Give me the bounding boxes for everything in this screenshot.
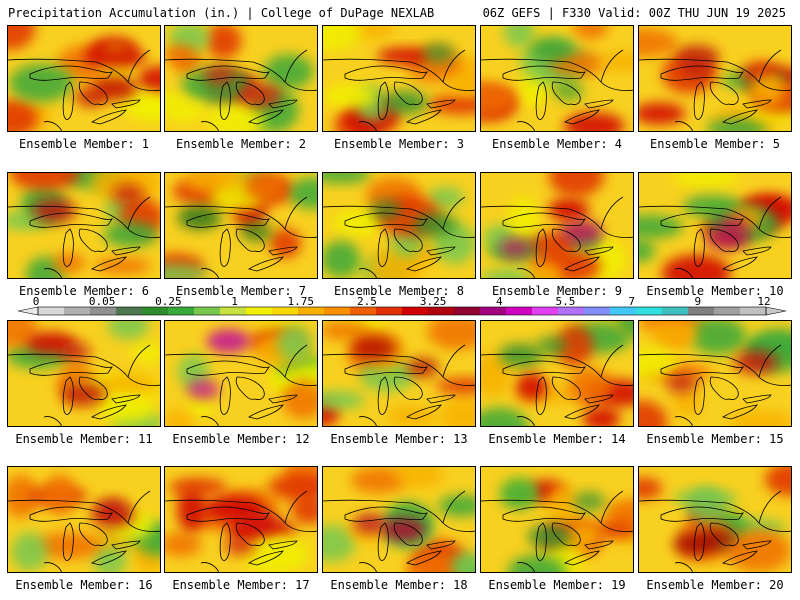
ensemble-member-label: Ensemble Member: 2 [175,137,307,151]
colorbar-swatch [454,307,481,315]
colorbar-tick-label: 4 [496,296,503,308]
colorbar-swatch [376,307,403,315]
colorbar-swatch [90,307,117,315]
colorbar-tick-label: 7 [628,296,635,308]
ensemble-member-label: Ensemble Member: 12 [172,432,310,446]
ensemble-member-map [480,320,634,427]
ensemble-member-map [322,466,476,573]
colorbar-tick-label: 1 [231,296,238,308]
ensemble-member-map [322,320,476,427]
colorbar-end-arrow [765,306,787,316]
colorbar-tick-label: 1.75 [287,296,314,308]
colorbar-swatch [246,307,273,315]
run-valid-time: 06Z GEFS | F330 Valid: 00Z THU JUN 19 20… [482,6,786,20]
colorbar-tick-label: 0 [33,296,40,308]
ensemble-member-label: Ensemble Member: 4 [491,137,623,151]
ensemble-member-label: Ensemble Member: 20 [646,578,784,592]
colorbar-swatch [168,307,195,315]
ensemble-member-label: Ensemble Member: 14 [488,432,626,446]
ensemble-member-map [322,172,476,279]
colorbar-tick-label: 2.5 [357,296,377,308]
ensemble-member-map [164,172,318,279]
colorbar-tick-label: 9 [695,296,702,308]
colorbar-swatch [688,307,715,315]
colorbar-swatch [480,307,507,315]
colorbar-swatch [558,307,585,315]
ensemble-member-label: Ensemble Member: 8 [333,284,465,298]
colorbar-swatch [350,307,377,315]
precip-colorbar: 0 0.05 0.25 1 1.75 2.5 3.25 4 5.5 7 9 12 [17,296,787,316]
colorbar-swatch [220,307,247,315]
colorbar-swatch [142,307,169,315]
ensemble-member-label: Ensemble Member: 17 [172,578,310,592]
colorbar-swatch [402,307,429,315]
colorbar-tick-label: 3.25 [420,296,447,308]
colorbar-tick-label: 0.05 [89,296,116,308]
ensemble-member-map [7,466,161,573]
colorbar-swatch [324,307,351,315]
colorbar-swatch [714,307,741,315]
colorbar-tick-label: 0.25 [155,296,182,308]
ensemble-member-map [480,172,634,279]
ensemble-member-label: Ensemble Member: 3 [333,137,465,151]
ensemble-member-map [164,466,318,573]
colorbar-tick-label: 5.5 [556,296,576,308]
ensemble-member-label: Ensemble Member: 1 [18,137,150,151]
ensemble-member-label: Ensemble Member: 18 [330,578,468,592]
colorbar-end-arrow [17,306,39,316]
colorbar-swatch [298,307,325,315]
ensemble-member-map [7,25,161,132]
ensemble-member-label: Ensemble Member: 9 [491,284,623,298]
colorbar-swatch [532,307,559,315]
ensemble-member-map [164,320,318,427]
ensemble-member-map [322,25,476,132]
ensemble-member-map [7,320,161,427]
ensemble-member-map [164,25,318,132]
ensemble-member-map [638,466,792,573]
colorbar-swatch [64,307,91,315]
ensemble-member-map [480,25,634,132]
colorbar-swatch [38,307,65,315]
colorbar-tick-label: 12 [757,296,770,308]
ensemble-member-label: Ensemble Member: 11 [15,432,153,446]
ensemble-member-label: Ensemble Member: 10 [646,284,784,298]
colorbar-swatch [662,307,689,315]
ensemble-member-map [480,466,634,573]
colorbar-swatch [116,307,143,315]
ensemble-member-map [638,172,792,279]
colorbar-swatch [428,307,455,315]
colorbar-swatch [610,307,637,315]
colorbar-swatch [636,307,663,315]
ensemble-member-label: Ensemble Member: 7 [175,284,307,298]
ensemble-member-map [7,172,161,279]
ensemble-member-label: Ensemble Member: 16 [15,578,153,592]
ensemble-member-label: Ensemble Member: 13 [330,432,468,446]
ensemble-member-label: Ensemble Member: 5 [649,137,781,151]
colorbar-swatch [194,307,221,315]
ensemble-member-label: Ensemble Member: 15 [646,432,784,446]
colorbar-swatch [584,307,611,315]
colorbar-swatch [740,307,767,315]
colorbar-swatch [506,307,533,315]
map-title: Precipitation Accumulation (in.) | Colle… [8,6,435,20]
ensemble-member-label: Ensemble Member: 19 [488,578,626,592]
ensemble-member-label: Ensemble Member: 6 [18,284,150,298]
colorbar-swatch [272,307,299,315]
ensemble-member-map [638,25,792,132]
ensemble-member-map [638,320,792,427]
